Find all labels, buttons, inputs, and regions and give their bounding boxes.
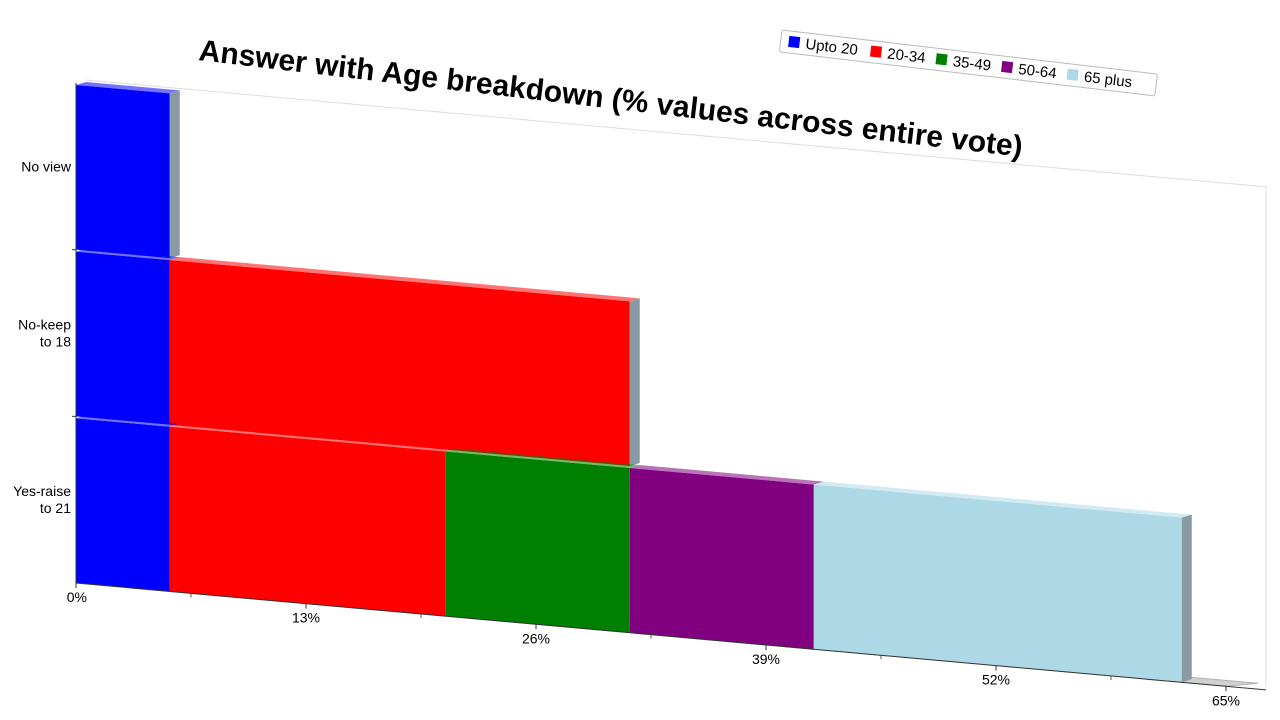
legend-item-label: 35-49 xyxy=(952,53,992,74)
x-tick-label: 52% xyxy=(982,672,1010,688)
bar-end-cap xyxy=(629,298,640,467)
bar-segment xyxy=(169,257,640,467)
bar-face xyxy=(76,85,170,259)
bar-top xyxy=(76,82,180,94)
bar-top xyxy=(169,423,456,452)
legend-item-label: Upto 20 xyxy=(804,36,858,59)
legend-swatch xyxy=(788,35,801,49)
x-axis-line xyxy=(75,582,1267,691)
bar-top xyxy=(629,465,824,485)
x-tick-label: 39% xyxy=(752,651,780,667)
x-tick-label: 0% xyxy=(67,589,87,605)
x-tick-label: 13% xyxy=(292,610,320,626)
bar-segment xyxy=(76,248,180,425)
bar-top xyxy=(813,481,1192,518)
bar-face xyxy=(76,418,170,592)
bar-end-cap xyxy=(169,90,180,259)
bar-face xyxy=(629,468,814,650)
bar-segment xyxy=(76,82,180,259)
x-tick-label: 65% xyxy=(1212,692,1240,708)
x-tick-label: 26% xyxy=(522,630,550,646)
bar-face xyxy=(76,251,170,425)
bar-face xyxy=(169,426,446,617)
legend-item-label: 20-34 xyxy=(886,46,926,67)
bar-end-cap xyxy=(1181,514,1192,683)
legend-swatch xyxy=(869,45,883,58)
bar-face xyxy=(169,260,630,467)
bar-top xyxy=(76,248,180,261)
legend-item-label: 50-64 xyxy=(1017,61,1057,82)
bar-face xyxy=(813,484,1182,683)
bar-top xyxy=(169,257,640,302)
chart-legend: Upto 20 20-34 35-49 50-64 65 plus xyxy=(779,29,1158,97)
legend-swatch xyxy=(935,53,948,66)
back-wall-outline xyxy=(85,79,1267,687)
chart-bars xyxy=(76,82,1192,683)
category-label: No-keep to 18 xyxy=(18,317,71,350)
chart-axes: 0% 13% 26% 39% 52% 65% No view No-keep to 18 Yes-… xyxy=(13,83,1267,708)
bar-top xyxy=(76,415,180,427)
bar-segment xyxy=(813,481,1192,683)
legend-swatch xyxy=(1066,68,1079,81)
legend-swatch xyxy=(1001,60,1014,74)
legend-item-label: 65 plus xyxy=(1083,69,1133,92)
bar-segment xyxy=(445,448,640,633)
bar-segment xyxy=(76,415,180,592)
bar-top xyxy=(445,448,640,469)
category-label: Yes-raise to 21 xyxy=(13,483,71,516)
category-label: No view xyxy=(21,158,72,174)
bar-segment xyxy=(169,423,456,617)
bar-face xyxy=(445,451,630,633)
bar-segment xyxy=(629,465,824,650)
